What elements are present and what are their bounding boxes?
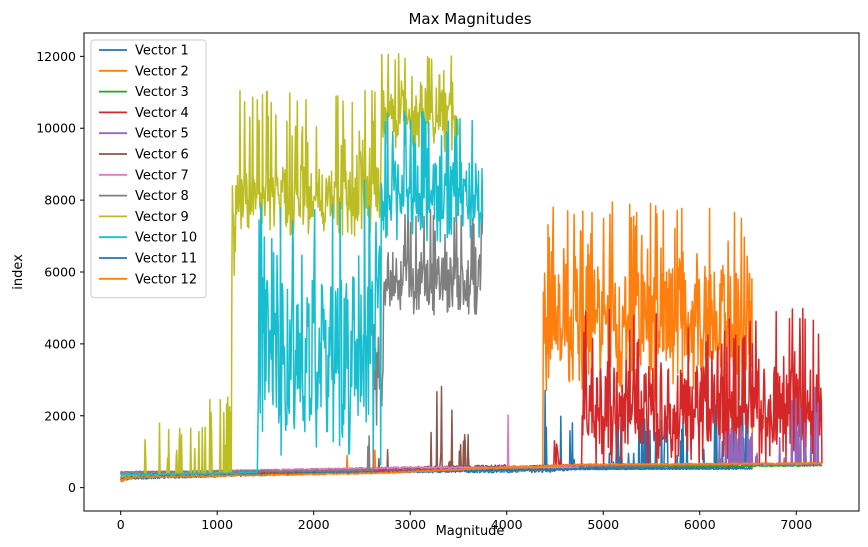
x-axis-label: Magnitude [436, 524, 505, 539]
chart-title: Max Magnitudes [408, 10, 531, 28]
y-axis-label: index [11, 254, 26, 290]
legend-label: Vector 3 [135, 85, 189, 100]
y-tick-label: 2000 [44, 408, 76, 423]
series-line-9 [120, 52, 460, 477]
legend: Vector 1 Vector 2 Vector 3 Vector 4 Vector 5… [90, 39, 207, 299]
x-tick-label: 7000 [780, 517, 812, 532]
x-tick-label: 3000 [394, 517, 426, 532]
y-tick-label: 10000 [36, 121, 76, 136]
y-tick-label: 0 [68, 480, 76, 495]
legend-label: Vector 1 [135, 44, 189, 59]
x-tick-label: 1000 [201, 517, 233, 532]
legend-label: Vector 2 [135, 64, 189, 79]
legend-label: Vector 7 [135, 168, 189, 183]
y-tick-label: 4000 [44, 336, 76, 351]
series-line-12 [120, 461, 823, 483]
y-tick-label: 8000 [44, 193, 76, 208]
legend-label: Vector 5 [135, 127, 189, 142]
legend-label: Vector 9 [135, 210, 189, 225]
legend-label: Vector 12 [135, 272, 197, 287]
legend-label: Vector 6 [135, 148, 189, 163]
x-tick-label: 6000 [684, 517, 716, 532]
y-axis-ticks: 0 2000 4000 6000 8000 10000 12000 [36, 49, 84, 495]
legend-label: Vector 10 [135, 231, 197, 246]
series-layer [119, 52, 823, 483]
x-tick-label: 0 [117, 517, 125, 532]
x-axis-ticks: 0 1000 2000 3000 4000 5000 6000 7000 [117, 511, 812, 532]
legend-label: Vector 11 [135, 252, 197, 267]
series-line-10 [120, 110, 484, 477]
legend-label: Vector 8 [135, 189, 189, 204]
x-tick-label: 2000 [298, 517, 330, 532]
legend-box [90, 39, 207, 299]
y-tick-label: 6000 [44, 265, 76, 280]
x-tick-label: 5000 [587, 517, 619, 532]
x-tick-label: 4000 [491, 517, 523, 532]
y-tick-label: 12000 [36, 49, 76, 64]
legend-label: Vector 4 [135, 106, 189, 121]
